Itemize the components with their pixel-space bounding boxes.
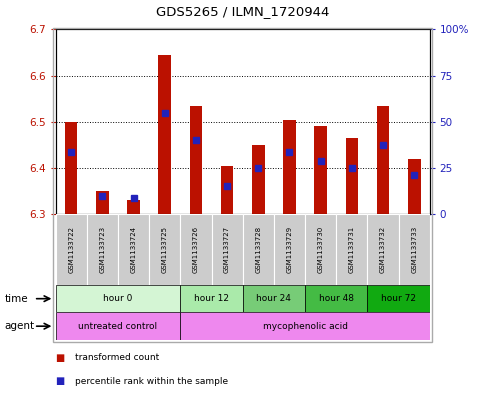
Text: untreated control: untreated control — [78, 322, 157, 331]
Text: GSM1133729: GSM1133729 — [286, 226, 293, 273]
Text: GSM1133730: GSM1133730 — [318, 226, 324, 273]
Bar — [190, 106, 202, 214]
Bar — [242, 285, 305, 312]
Bar — [212, 214, 242, 285]
Text: GDS5265 / ILMN_1720944: GDS5265 / ILMN_1720944 — [156, 5, 329, 18]
Text: GSM1133725: GSM1133725 — [162, 226, 168, 273]
Bar — [56, 214, 87, 285]
Bar — [56, 285, 180, 312]
Text: mycophenolic acid: mycophenolic acid — [263, 322, 348, 331]
Bar — [314, 127, 327, 214]
Bar — [346, 138, 358, 214]
Bar — [180, 312, 430, 340]
Text: GSM1133732: GSM1133732 — [380, 226, 386, 273]
Bar — [87, 214, 118, 285]
Bar — [96, 191, 109, 214]
Bar — [242, 214, 274, 285]
Text: ■: ■ — [56, 353, 65, 363]
Bar — [118, 214, 149, 285]
Text: GSM1133731: GSM1133731 — [349, 226, 355, 273]
Bar — [158, 55, 171, 214]
Text: ■: ■ — [56, 376, 65, 386]
Bar — [149, 214, 180, 285]
Text: hour 72: hour 72 — [381, 294, 416, 303]
Bar — [274, 214, 305, 285]
Bar — [305, 285, 368, 312]
Bar — [398, 214, 430, 285]
Bar — [65, 122, 77, 214]
Text: GSM1133733: GSM1133733 — [411, 226, 417, 273]
Bar — [408, 159, 421, 214]
Text: agent: agent — [5, 321, 35, 331]
Bar — [368, 285, 430, 312]
Text: hour 48: hour 48 — [319, 294, 354, 303]
Text: hour 24: hour 24 — [256, 294, 291, 303]
Text: GSM1133723: GSM1133723 — [99, 226, 105, 273]
Bar — [128, 200, 140, 214]
Bar — [283, 119, 296, 214]
Text: hour 0: hour 0 — [103, 294, 133, 303]
Bar — [56, 312, 180, 340]
Bar — [377, 106, 389, 214]
Bar — [336, 214, 368, 285]
Bar — [252, 145, 265, 214]
Text: transformed count: transformed count — [75, 353, 159, 362]
Text: percentile rank within the sample: percentile rank within the sample — [75, 377, 228, 386]
Text: GSM1133727: GSM1133727 — [224, 226, 230, 273]
Bar — [180, 214, 212, 285]
Text: GSM1133726: GSM1133726 — [193, 226, 199, 273]
Text: GSM1133724: GSM1133724 — [130, 226, 137, 273]
Text: hour 12: hour 12 — [194, 294, 229, 303]
Bar — [180, 285, 242, 312]
Text: GSM1133722: GSM1133722 — [68, 226, 74, 273]
Bar — [368, 214, 398, 285]
Bar — [221, 166, 233, 214]
Bar — [305, 214, 336, 285]
Text: time: time — [5, 294, 28, 304]
Text: GSM1133728: GSM1133728 — [256, 226, 261, 273]
